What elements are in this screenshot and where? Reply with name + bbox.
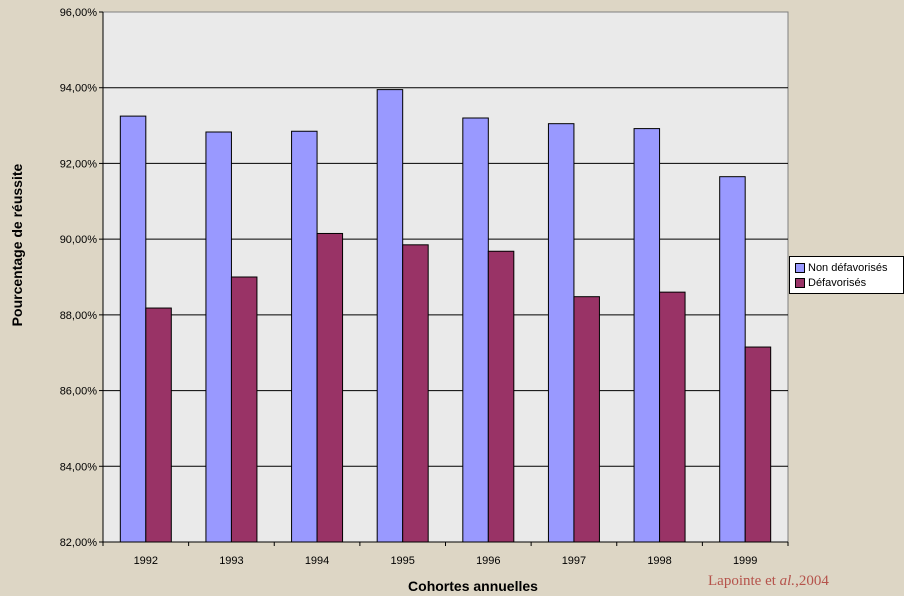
bar-non-defavorises-1999: [719, 176, 746, 543]
x-tick-label-1996: 1996: [476, 555, 500, 567]
source-year: ,2004: [795, 573, 829, 589]
y-tick-label-88: 88,00%: [60, 310, 98, 322]
bar-non-defavorises-1997: [547, 123, 575, 543]
y-tick-label-90: 90,00%: [60, 234, 98, 246]
y-tick-label-86: 86,00%: [60, 386, 98, 398]
x-tick-label-1992: 1992: [134, 555, 158, 567]
bar-non-defavorises-1994: [291, 130, 318, 543]
x-tick-label-1998: 1998: [647, 555, 671, 567]
source-etal: al.: [779, 573, 796, 589]
legend-item-defavorises: Défavorisés: [795, 275, 903, 290]
bar-defavorises-1998: [659, 291, 686, 543]
x-tick-label-1999: 1999: [733, 555, 757, 567]
x-tick-label-1997: 1997: [562, 555, 586, 567]
x-tick-label-1995: 1995: [390, 555, 414, 567]
bar-non-defavorises-1998: [633, 128, 661, 543]
bars: [119, 89, 772, 543]
bar-non-defavorises-1993: [205, 131, 232, 543]
bar-defavorises-1995: [402, 244, 429, 543]
legend-label-defavorises: Défavorisés: [808, 276, 867, 289]
y-tick-label-92: 92,00%: [60, 158, 98, 170]
bar-defavorises-1994: [316, 232, 344, 543]
bar-non-defavorises-1996: [462, 117, 489, 543]
legend-item-non-defavorises: Non défavorisés: [795, 260, 903, 275]
x-axis-title: Cohortes annuelles: [408, 578, 538, 594]
bar-defavorises-1992: [145, 307, 172, 543]
bar-non-defavorises-1992: [119, 115, 147, 543]
y-tick-label-84: 84,00%: [60, 461, 98, 473]
legend: Non défavorisés Défavorisés: [789, 256, 904, 294]
x-tick-label-1994: 1994: [305, 555, 329, 567]
legend-swatch-non-defavorises: [795, 262, 805, 273]
y-tick-labels: 82,00% 84,00% 86,00% 88,00% 90,00% 92,00% 94,0…: [60, 7, 98, 549]
bar-defavorises-1993: [230, 276, 258, 543]
bar-non-defavorises-1995: [376, 89, 404, 543]
source-citation: Lapointe et al.,2004: [708, 573, 829, 590]
bar-defavorises-1997: [573, 296, 600, 543]
bar-defavorises-1999: [744, 346, 772, 543]
legend-swatch-defavorises: [795, 277, 805, 288]
source-author: Lapointe et: [708, 573, 780, 589]
y-tick-label-82: 82,00%: [60, 537, 98, 549]
legend-label-non-defavorises: Non défavorisés: [808, 261, 888, 274]
y-tick-label-94: 94,00%: [60, 83, 98, 95]
axes: [99, 11, 789, 546]
y-tick-label-96: 96,00%: [60, 7, 98, 19]
x-tick-labels: 1992 1993 1994 1995 1996 1997 1998 1999: [134, 555, 758, 567]
y-axis-title: Pourcentage de réussite: [9, 163, 25, 326]
x-tick-label-1993: 1993: [219, 555, 243, 567]
bar-defavorises-1996: [487, 250, 515, 543]
